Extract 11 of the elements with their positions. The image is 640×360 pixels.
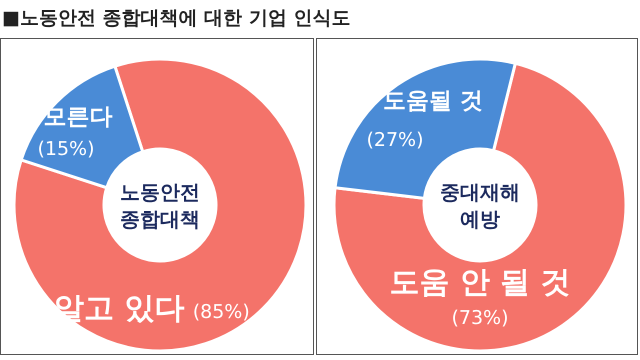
text: 노동안전 종합대책: [120, 180, 200, 231]
data-label: (73%): [451, 307, 509, 329]
text: 중대재해 예방: [440, 180, 520, 231]
data-label: (27%): [366, 129, 424, 151]
data-label: (85%): [192, 301, 250, 323]
donut-slice: [12, 58, 308, 352]
slice-label: 도움 안 될 것: [389, 265, 571, 300]
slice-label: 모른다: [44, 104, 112, 130]
data-label: (15%): [37, 138, 95, 160]
chart-title: ■노동안전 종합대책에 대한 기업 인식도: [2, 7, 350, 29]
slice-label: 도움될 것: [382, 88, 484, 114]
